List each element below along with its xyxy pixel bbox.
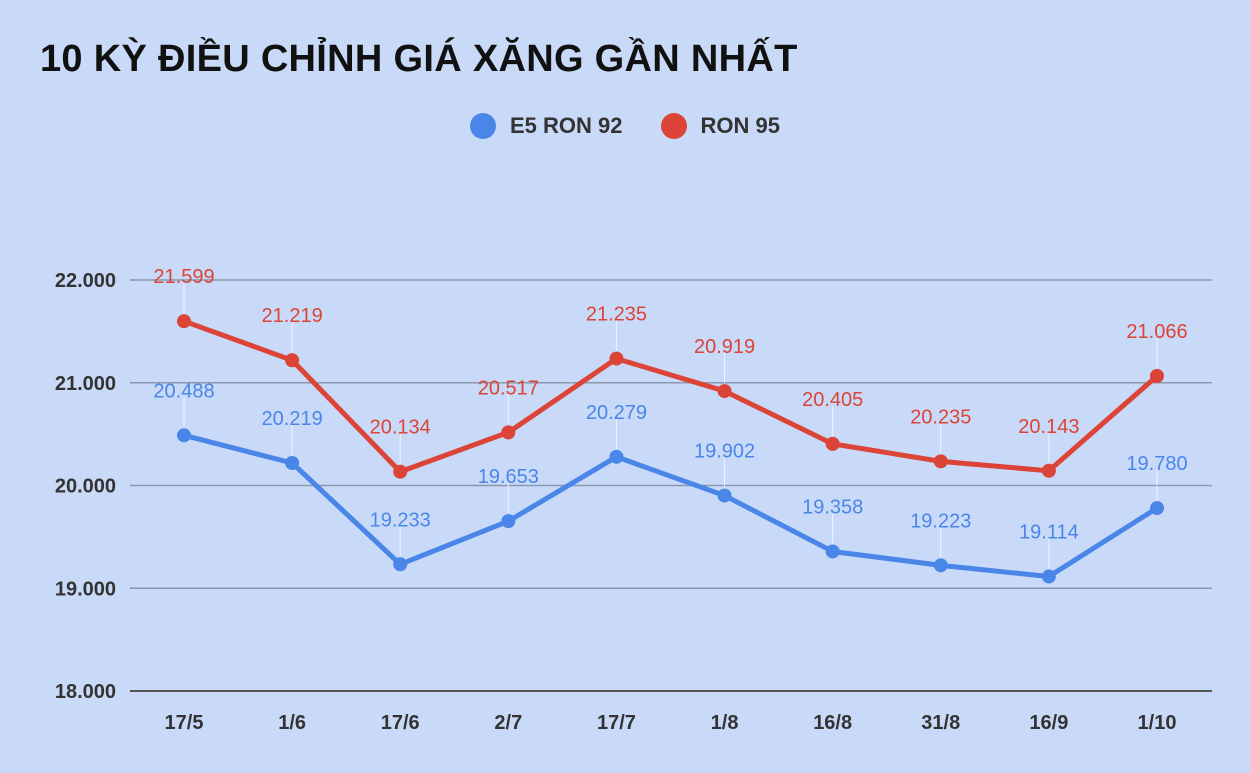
x-tick-label: 1/8 [711,712,739,734]
data-point-ron-95 [177,314,191,329]
data-point-ron-95 [825,436,840,451]
data-label-ron-95: 20.517 [478,377,539,399]
data-label-ron-95: 20.134 [370,417,431,439]
data-point-e5-ron-92 [609,449,624,464]
legend-item-e5-ron-92: E5 RON 92 [470,113,623,139]
y-tick-label: 22.000 [55,270,116,292]
x-tick-label: 17/5 [165,712,204,734]
legend-label-e5-ron-92: E5 RON 92 [510,113,623,138]
legend-label-ron-95: RON 95 [700,113,780,138]
x-tick-label: 16/9 [1029,712,1068,734]
data-label-e5-ron-92: 19.114 [1019,522,1079,544]
data-point-e5-ron-92 [825,544,840,559]
data-label-e5-ron-92: 19.902 [694,441,755,463]
data-point-ron-95 [717,384,732,399]
data-label-e5-ron-92: 20.219 [262,408,323,430]
legend: E5 RON 92 RON 95 [0,113,1250,139]
legend-marker-ron-95 [660,113,687,139]
data-point-e5-ron-92 [393,557,408,572]
data-point-e5-ron-92 [285,455,300,470]
series-line-ron-95 [181,318,1160,475]
data-point-ron-95 [609,351,624,366]
x-tick-label: 16/8 [813,712,852,734]
series-line-e5-ron-92 [181,432,1160,580]
y-tick-label: 21.000 [55,373,116,395]
data-label-ron-95: 21.066 [1126,321,1187,343]
x-tick-label: 1/6 [278,712,306,734]
data-point-ron-95 [1041,463,1056,478]
data-label-ron-95: 20.143 [1018,416,1079,438]
x-tick-label: 1/10 [1138,712,1177,734]
data-point-ron-95 [933,454,948,469]
data-label-ron-95: 21.235 [586,304,647,326]
data-point-ron-95 [501,425,516,440]
data-point-e5-ron-92 [1041,569,1056,584]
data-point-e5-ron-92 [717,488,732,503]
x-tick-label: 17/6 [381,712,420,734]
data-label-e5-ron-92: 19.653 [478,466,539,488]
data-label-e5-ron-92: 19.780 [1126,453,1187,475]
legend-item-ron-95: RON 95 [660,113,780,139]
data-label-ron-95: 21.599 [153,266,214,288]
data-point-e5-ron-92 [501,514,516,529]
data-label-ron-95: 21.219 [262,305,323,327]
data-point-e5-ron-92 [1150,501,1164,516]
data-label-e5-ron-92: 19.358 [802,496,863,518]
data-point-ron-95 [1150,368,1164,383]
y-tick-label: 18.000 [55,681,116,703]
data-label-e5-ron-92: 20.279 [586,402,647,424]
y-tick-label: 20.000 [55,476,116,498]
data-label-ron-95: 20.919 [694,336,755,358]
data-point-ron-95 [285,353,300,368]
data-point-e5-ron-92 [177,428,191,443]
data-point-e5-ron-92 [933,558,948,573]
data-label-e5-ron-92: 19.223 [910,510,971,532]
legend-marker-e5-ron-92 [470,113,496,139]
x-tick-label: 31/8 [921,712,960,734]
x-tick-label: 17/7 [597,712,636,734]
y-tick-label: 19.000 [55,578,116,600]
chart-title: 10 KỲ ĐIỀU CHỈNH GIÁ XĂNG GẦN NHẤT [40,38,798,80]
data-label-e5-ron-92: 19.233 [370,509,431,531]
data-point-ron-95 [393,464,408,479]
data-label-e5-ron-92: 20.488 [153,380,214,402]
data-label-ron-95: 20.235 [910,406,971,428]
data-label-ron-95: 20.405 [802,389,863,411]
x-tick-label: 2/7 [494,712,522,734]
